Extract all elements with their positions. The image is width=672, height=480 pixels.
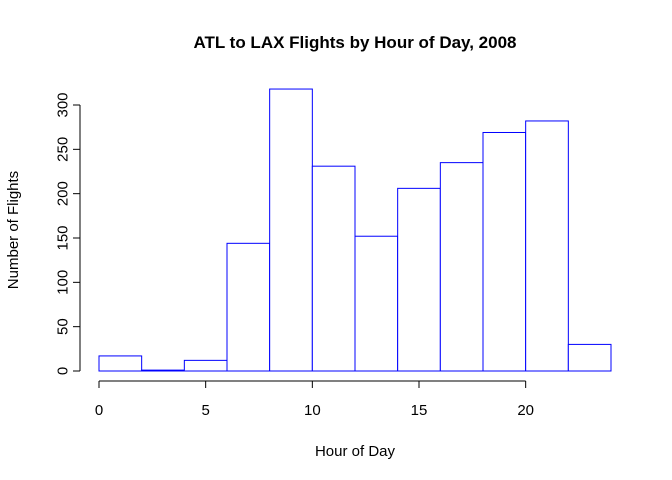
histogram-bar-0 xyxy=(98,355,143,372)
histogram-bar-5 xyxy=(311,165,356,372)
y-tick-label-6: 300 xyxy=(55,92,72,117)
x-tick-label-0: 0 xyxy=(95,402,103,419)
histogram-bar-6 xyxy=(354,235,399,372)
x-tick-label-1: 5 xyxy=(201,402,209,419)
y-tick-label-0: 0 xyxy=(55,367,72,375)
x-tick-label-4: 20 xyxy=(517,402,534,419)
y-tick-label-5: 250 xyxy=(55,137,72,162)
y-tick-label-4: 200 xyxy=(55,181,72,206)
histogram-bar-2 xyxy=(183,359,228,372)
histogram-bar-7 xyxy=(397,187,441,372)
chart-title: ATL to LAX Flights by Hour of Day, 2008 xyxy=(193,33,516,52)
histogram-bar-11 xyxy=(567,343,612,372)
y-axis: 0 50 100 150 200 250 300 xyxy=(55,92,81,375)
y-tick-label-3: 150 xyxy=(55,225,72,250)
histogram-bar-8 xyxy=(439,162,484,372)
histogram-bar-1 xyxy=(141,369,185,372)
y-axis-label: Number of Flights xyxy=(5,171,22,289)
histogram-bar-4 xyxy=(269,88,313,372)
x-axis-label: Hour of Day xyxy=(315,443,396,460)
y-tick-label-2: 100 xyxy=(55,270,72,295)
x-tick-label-2: 10 xyxy=(304,402,321,419)
y-tick-label-1: 50 xyxy=(55,318,72,335)
histogram-bar-3 xyxy=(226,242,271,372)
x-axis: 0 5 10 15 20 xyxy=(95,380,534,419)
histogram-bar-9 xyxy=(482,131,527,372)
histogram-bar-10 xyxy=(525,120,569,372)
bars-group xyxy=(98,88,612,372)
x-tick-label-3: 15 xyxy=(411,402,428,419)
